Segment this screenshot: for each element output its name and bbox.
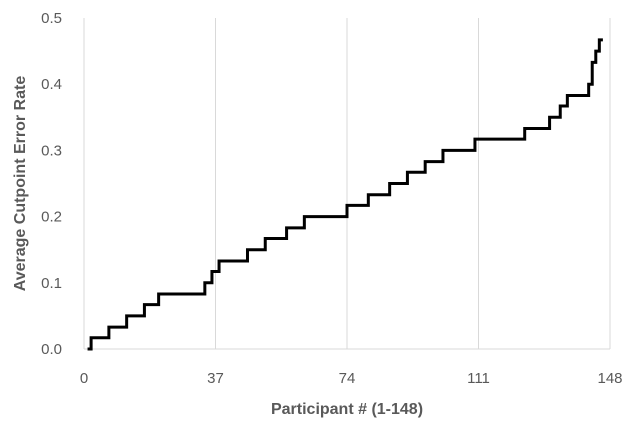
y-tick-label: 0.5 <box>41 10 62 27</box>
x-tick-label: 111 <box>467 370 490 387</box>
y-axis-title: Average Cutpoint Error Rate <box>12 76 29 292</box>
series-line <box>87 38 603 351</box>
tick-labels: 0 37 74 111 148 0.0 0.1 0.2 0.3 0.4 0.5 <box>41 10 622 387</box>
y-tick-label: 0.1 <box>41 275 62 292</box>
axes <box>83 18 610 350</box>
series-group <box>87 38 603 351</box>
x-tick-label: 37 <box>207 370 224 387</box>
y-tick-label: 0.2 <box>41 209 62 226</box>
x-axis-title: Participant # (1-148) <box>271 401 423 418</box>
gridlines <box>215 18 611 349</box>
y-tick-label: 0.0 <box>41 341 62 358</box>
y-tick-label: 0.4 <box>41 76 62 93</box>
y-tick-label: 0.3 <box>41 142 62 159</box>
x-tick-label: 74 <box>339 370 356 387</box>
x-tick-label: 148 <box>597 370 622 387</box>
x-tick-label: 0 <box>80 370 88 387</box>
